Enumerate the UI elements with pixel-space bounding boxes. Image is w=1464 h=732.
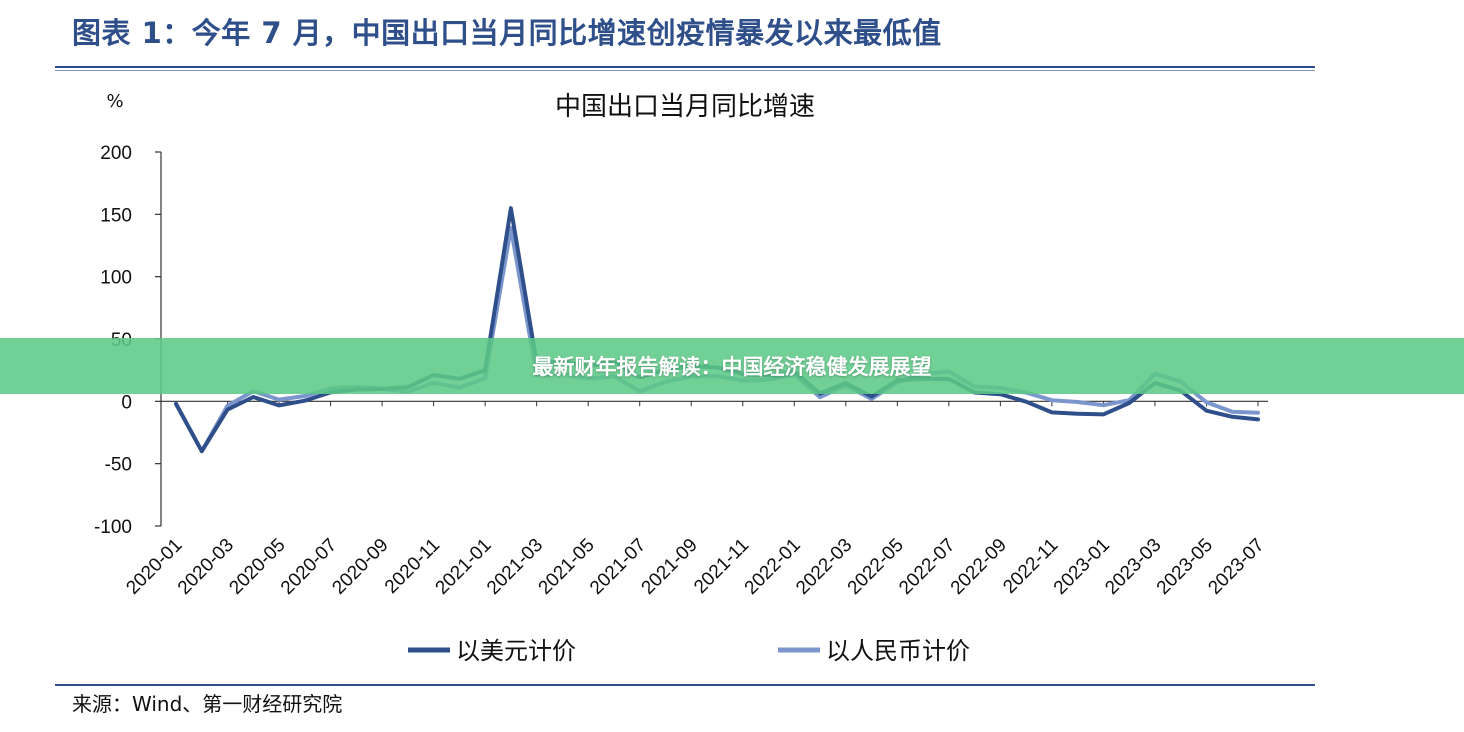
x-tick-label: 2022-09	[947, 535, 1011, 599]
x-tick-label: 2022-03	[792, 535, 856, 599]
series-layer	[174, 206, 1260, 454]
legend-label-1: 以人民币计价	[826, 637, 970, 665]
y-tick-label: 150	[100, 205, 132, 226]
series-line-0	[174, 206, 1260, 454]
x-tick-label: 2023-05	[1153, 535, 1217, 599]
y-tick-label: -100	[94, 517, 132, 538]
y-tick-label: -50	[105, 455, 132, 476]
y-tick-label: 100	[100, 268, 132, 289]
x-tick-label: 2021-05	[535, 535, 599, 599]
y-tick-label: 0	[121, 392, 132, 413]
x-tick-label: 2021-07	[586, 535, 650, 599]
legend-label-0: 以美元计价	[456, 637, 576, 665]
x-tick-label: 2020-09	[328, 535, 392, 599]
x-tick-label: 2023-03	[1101, 535, 1165, 599]
x-tick-label: 2020-05	[225, 535, 289, 599]
x-tick-label: 2022-01	[741, 535, 805, 599]
source-note: 来源：Wind、第一财经研究院	[72, 692, 343, 716]
x-tick-label: 2023-07	[1204, 535, 1268, 599]
x-tick-label: 2020-01	[122, 535, 186, 599]
x-tick-label: 2023-01	[1050, 535, 1114, 599]
footer-rule	[55, 684, 1315, 686]
overlay-banner: 最新财年报告解读：中国经济稳健发展展望	[0, 338, 1464, 394]
x-tick-label: 2022-05	[844, 535, 908, 599]
y-tick-label: 200	[100, 143, 132, 164]
x-tick-label: 2020-07	[277, 535, 341, 599]
y-unit-label: %	[106, 91, 123, 112]
legend: 以美元计价 以人民币计价	[408, 637, 970, 665]
x-tick-label: 2021-01	[432, 535, 496, 599]
overlay-banner-text: 最新财年报告解读：中国经济稳健发展展望	[532, 355, 932, 379]
x-tick-label: 2020-03	[174, 535, 238, 599]
chart-title: 中国出口当月同比增速	[555, 92, 815, 122]
header-rule	[55, 66, 1315, 68]
x-tick-label: 2021-03	[483, 535, 547, 599]
x-tick-label: 2021-09	[638, 535, 702, 599]
x-tick-label: 2022-07	[895, 535, 959, 599]
figure-heading: 图表 1：今年 7 月，中国出口当月同比增速创疫情暴发以来最低值	[72, 16, 942, 50]
header-rule-thin	[55, 70, 1315, 71]
